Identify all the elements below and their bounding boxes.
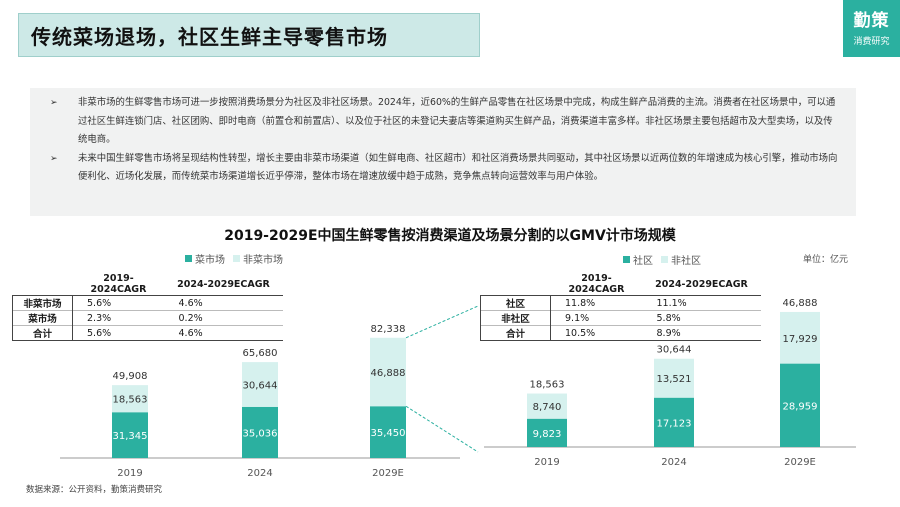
unit-label: 单位：亿元	[803, 255, 849, 265]
x-tick-label: 2019	[117, 468, 142, 479]
legend-swatch	[233, 255, 240, 262]
legend-label: 社区	[633, 256, 653, 267]
total-label: 46,888	[783, 298, 818, 309]
bar-segment	[780, 363, 820, 447]
legend-swatch	[661, 256, 668, 263]
logo-subtitle: 消费研究	[853, 37, 890, 47]
row-label: 非菜市场	[12, 295, 73, 311]
title-banner: 传统菜场退场，社区生鲜主导零售市场	[18, 13, 480, 57]
table-row: 社区 11.8% 11.1%	[480, 295, 761, 311]
legend-item: 非社区	[661, 252, 701, 267]
table-row: 合计 10.5% 8.9%	[480, 325, 761, 341]
table-cell: 4.6%	[164, 325, 283, 341]
bar-segment	[242, 406, 278, 458]
bar-segment	[370, 406, 406, 458]
row-label: 非社区	[480, 310, 551, 326]
legend-swatch	[623, 256, 630, 263]
bar-segment	[654, 358, 694, 398]
table-cell: 11.8%	[550, 295, 643, 311]
connector-line	[405, 305, 479, 339]
data-label: 46,888	[371, 368, 406, 379]
data-label: 9,823	[533, 429, 562, 440]
bar-segment	[370, 337, 406, 407]
connector-line	[405, 405, 479, 453]
arrow-bullet-icon: ➢	[50, 153, 58, 164]
page-title: 传统菜场退场，社区生鲜主导零售市场	[31, 24, 388, 49]
legend-swatch	[185, 255, 192, 262]
legend-label: 非社区	[671, 256, 701, 267]
x-tick-label: 2024	[247, 468, 272, 479]
x-tick-label: 2024	[661, 457, 686, 468]
bar-segment	[527, 418, 567, 447]
legend-item: 非菜市场	[233, 251, 283, 266]
table-header-row: 2019-2024CAGR 2024-2029ECAGR	[480, 273, 761, 296]
legend-item: 菜市场	[185, 251, 225, 266]
table-cell: 9.1%	[550, 310, 643, 326]
total-label: 18,563	[530, 380, 565, 391]
table-cell: 4.6%	[164, 295, 283, 311]
x-tick-label: 2029E	[784, 457, 816, 468]
logo-name: 勤策	[853, 11, 890, 31]
bullet-text: 非菜市场的生鲜零售市场可进一步按照消费场景分为社区及非社区场景。2024年，近6…	[78, 97, 836, 145]
legend-right: 社区 非社区	[623, 252, 701, 267]
bar-segment	[527, 393, 567, 419]
bullet-item: ➢ 未来中国生鲜零售市场将呈现结构性转型，增长主要由非菜市场渠道（如生鲜电商、社…	[48, 150, 842, 187]
data-label: 30,644	[243, 380, 278, 391]
cagr-table-left: 2019-2024CAGR 2024-2029ECAGR 非菜市场 5.6% 4…	[12, 273, 283, 341]
summary-box: ➢ 非菜市场的生鲜零售市场可进一步按照消费场景分为社区及非社区场景。2024年，…	[30, 88, 856, 216]
bar-segment	[780, 311, 820, 364]
table-cell: 8.9%	[642, 325, 761, 341]
x-tick-label: 2019	[534, 457, 559, 468]
data-label: 31,345	[113, 431, 148, 442]
row-label: 合计	[12, 325, 73, 341]
bullet-item: ➢ 非菜市场的生鲜零售市场可进一步按照消费场景分为社区及非社区场景。2024年，…	[48, 94, 842, 150]
data-label: 17,123	[657, 418, 692, 429]
bar-segment	[112, 412, 148, 458]
row-label: 菜市场	[12, 310, 73, 326]
data-label: 35,036	[243, 428, 278, 439]
bar-segment	[112, 385, 148, 413]
brand-logo: 勤策 消费研究	[843, 0, 900, 57]
source-footnote: 数据来源：公开资料，勤策消费研究	[26, 485, 163, 495]
legend-item: 社区	[623, 252, 653, 267]
table-row: 合计 5.6% 4.6%	[12, 325, 283, 341]
total-label: 49,908	[113, 371, 148, 382]
legend-left: 菜市场 非菜市场	[185, 251, 283, 266]
legend-label: 非菜市场	[243, 255, 283, 266]
bar-segment	[242, 362, 278, 407]
table-cell: 11.1%	[642, 295, 761, 311]
table-cell: 10.5%	[550, 325, 643, 341]
bar-segment	[654, 397, 694, 447]
chart-title: 2019-2029E中国生鲜零售按消费渠道及场景分割的以GMV计市场规模	[224, 228, 676, 244]
table-cell: 5.6%	[72, 295, 165, 311]
table-cell: 5.8%	[642, 310, 761, 326]
data-label: 17,929	[783, 334, 818, 345]
data-label: 28,959	[783, 401, 818, 412]
table-row: 菜市场 2.3% 0.2%	[12, 310, 283, 326]
data-label: 13,521	[657, 374, 692, 385]
table-cell: 5.6%	[72, 325, 165, 341]
table-row: 非菜市场 5.6% 4.6%	[12, 295, 283, 311]
data-label: 35,450	[371, 428, 406, 439]
row-label: 社区	[480, 295, 551, 311]
table-row: 非社区 9.1% 5.8%	[480, 310, 761, 326]
table-cell: 0.2%	[164, 310, 283, 326]
arrow-bullet-icon: ➢	[50, 98, 58, 108]
legend-label: 菜市场	[195, 255, 225, 266]
row-label: 合计	[480, 325, 551, 341]
bullet-text: 未来中国生鲜零售市场将呈现结构性转型，增长主要由非菜市场渠道（如生鲜电商、社区超…	[78, 152, 838, 183]
x-tick-label: 2029E	[372, 468, 404, 479]
total-label: 65,680	[243, 348, 278, 359]
total-label: 82,338	[371, 324, 406, 335]
table-cell: 2.3%	[72, 310, 165, 326]
data-label: 8,740	[533, 402, 562, 413]
cagr-table-right: 2019-2024CAGR 2024-2029ECAGR 社区 11.8% 11…	[480, 273, 761, 341]
data-label: 18,563	[113, 395, 148, 406]
total-label: 30,644	[657, 345, 692, 356]
